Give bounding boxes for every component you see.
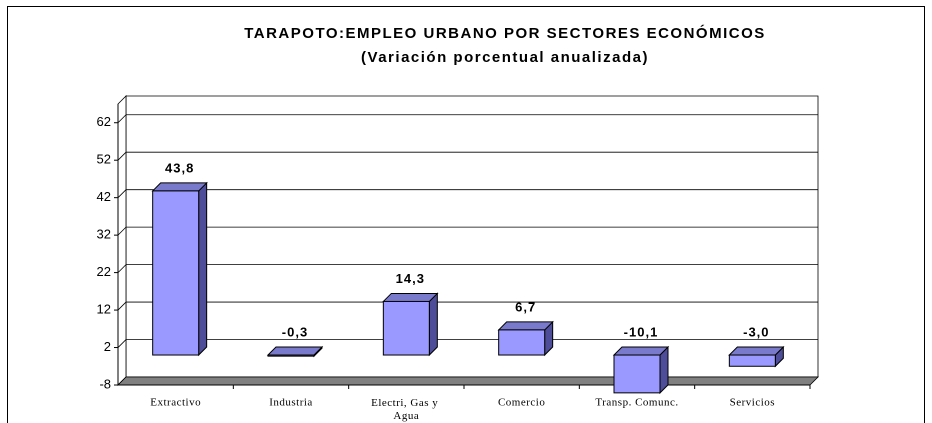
- y-tick-label: 62: [97, 114, 111, 129]
- x-tick-label: Comercio: [498, 397, 545, 409]
- bar: [267, 354, 315, 357]
- y-tick-label: 52: [97, 152, 111, 167]
- grid-line: [117, 151, 127, 161]
- x-tick-label: Electri, Gas y Agua: [371, 397, 441, 422]
- floor: [117, 376, 819, 386]
- bar: [613, 354, 661, 394]
- bar-side: [428, 292, 438, 357]
- y-tick-label: 42: [97, 189, 111, 204]
- grid-line: [117, 339, 127, 348]
- value-label: -0,3: [282, 324, 308, 339]
- x-tick-label: Transp. Comunc.: [595, 397, 678, 409]
- bar-top: [266, 346, 324, 356]
- value-label: 14,3: [396, 271, 425, 286]
- bar: [728, 354, 776, 367]
- bar-top: [612, 346, 670, 356]
- y-tick-label: 22: [97, 264, 111, 279]
- bar-top: [151, 182, 208, 192]
- bar: [152, 190, 200, 356]
- value-label: 6,7: [515, 299, 536, 314]
- bar-side: [198, 181, 208, 357]
- bar: [498, 329, 546, 356]
- y-tick-label: 2: [104, 339, 111, 354]
- x-tick-label: Extractivo: [150, 397, 201, 409]
- grid-line: [117, 264, 127, 273]
- chart-title: TARAPOTO:EMPLEO URBANO POR SECTORES ECON…: [244, 24, 766, 42]
- bar-top: [382, 292, 439, 302]
- grid-line: [117, 301, 127, 311]
- bar-top: [728, 346, 785, 356]
- y-tick-label: 12: [97, 302, 111, 317]
- value-label: 43,8: [165, 160, 194, 175]
- grid-line: [117, 114, 127, 124]
- bar-top: [497, 321, 554, 331]
- chart-subtitle: (Variación porcentual anualizada): [361, 49, 649, 66]
- x-tick-label: Servicios: [730, 397, 775, 409]
- back-wall: [125, 95, 819, 378]
- x-tick-label: Industria: [269, 397, 313, 409]
- y-tick-label: -8: [99, 376, 111, 391]
- grid-line: [117, 226, 127, 236]
- grid-line: [117, 189, 127, 198]
- side-wall: [117, 95, 127, 386]
- y-tick-label: 32: [97, 227, 111, 242]
- value-label: -10,1: [624, 324, 659, 339]
- bar: [382, 300, 430, 356]
- value-label: -3,0: [743, 324, 769, 339]
